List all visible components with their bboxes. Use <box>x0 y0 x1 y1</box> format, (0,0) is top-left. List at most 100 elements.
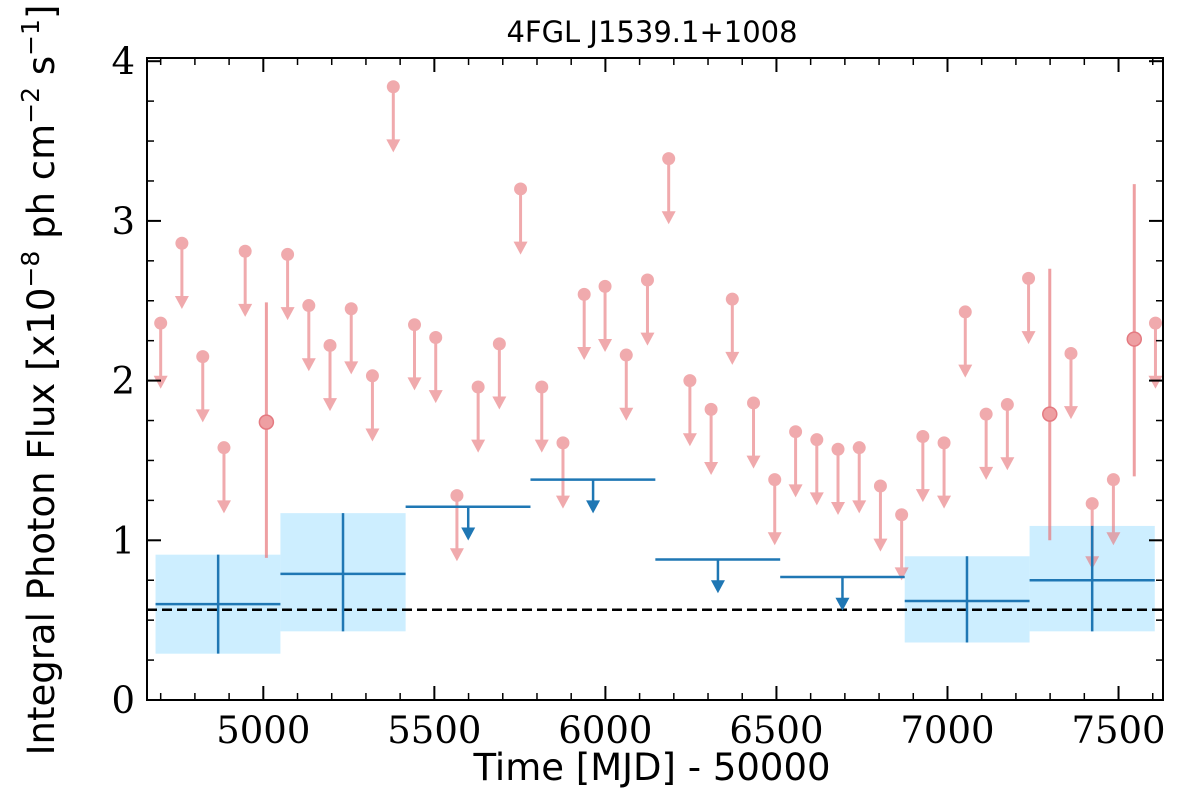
upper-limit-arrow <box>323 398 338 412</box>
upper-limit-point <box>683 374 697 388</box>
long-bin-detection <box>1029 525 1155 632</box>
upper-limit-point <box>1148 316 1162 330</box>
short-bin-upper-limit <box>767 473 782 546</box>
short-bin-upper-limit <box>1021 271 1036 345</box>
short-bin-upper-limit <box>492 337 507 410</box>
upper-limit-point <box>344 302 358 316</box>
long-bin-detection <box>904 556 1030 643</box>
upper-limit-arrow <box>534 439 549 453</box>
upper-limit-arrow <box>301 358 316 372</box>
upper-limit-point <box>492 337 506 351</box>
upper-limit-arrow <box>958 364 973 378</box>
upper-limit-point <box>217 441 231 455</box>
short-bin-upper-limit <box>577 287 592 361</box>
y-tick-label: 4 <box>111 40 135 83</box>
upper-limit-arrow <box>894 567 909 581</box>
upper-limit-point <box>598 279 612 293</box>
upper-limit-point <box>429 330 443 344</box>
upper-limit-arrow <box>344 361 359 375</box>
upper-limit-point <box>175 236 189 250</box>
short-bin-upper-limit <box>937 436 952 509</box>
short-bin-upper-limit <box>809 433 824 506</box>
short-bin-upper-limit <box>301 299 316 372</box>
upper-limit-arrow <box>153 375 168 389</box>
y-tick-label: 0 <box>111 679 135 722</box>
upper-limit-arrow <box>640 332 655 346</box>
upper-limit-arrow <box>577 347 592 361</box>
long-bin-upper-limit <box>405 505 531 541</box>
x-tick-label: 6000 <box>558 709 652 752</box>
upper-limit-point <box>704 402 718 416</box>
upper-limit-point <box>958 305 972 319</box>
upper-limit-point <box>365 369 379 383</box>
upper-limit-arrow <box>682 433 697 447</box>
upper-limit-point <box>1064 346 1078 360</box>
upper-limit-arrow <box>492 396 507 410</box>
upper-limit-arrow <box>979 466 994 480</box>
upper-limit-arrow <box>555 495 570 509</box>
upper-limit-point <box>747 396 761 410</box>
short-bin-upper-limit <box>555 436 570 509</box>
upper-limit-point <box>916 429 930 443</box>
upper-limit-arrow <box>873 538 888 552</box>
y-tick-label: 2 <box>111 360 135 403</box>
plot-marks <box>147 80 1163 654</box>
y-axis-label-units2: s <box>20 56 63 87</box>
upper-limit-arrow <box>704 462 719 476</box>
x-tick-label: 7500 <box>1071 709 1165 752</box>
x-tick-label: 5500 <box>387 709 481 752</box>
x-tick-label: 6500 <box>729 709 823 752</box>
short-bin-upper-limit <box>428 330 443 404</box>
short-bin-detection <box>258 302 275 558</box>
long-bin-detection <box>155 554 281 654</box>
upper-limit-point <box>556 436 570 450</box>
upper-limit-arrow <box>449 548 464 562</box>
upper-limit-arrow <box>471 439 486 453</box>
upper-limit-point <box>471 380 485 394</box>
short-bin-upper-limit <box>534 380 549 453</box>
upper-limit-arrow <box>809 492 824 506</box>
short-bin-upper-limit <box>979 407 994 480</box>
short-bin-upper-limit <box>619 348 634 421</box>
short-bin-upper-limit <box>407 318 422 391</box>
chart-title: 4FGL J1539.1+1008 <box>506 15 797 49</box>
axis-ticks: 5000 5500 6000 6500 7000 7500 0 1 2 3 4 <box>111 40 1165 752</box>
upper-limit-arrow <box>598 339 613 353</box>
y-axis-label-exponent: −8 <box>16 251 45 288</box>
upper-limit-arrow <box>1106 532 1121 546</box>
detection-point <box>1042 406 1058 422</box>
upper-limit-point <box>768 473 782 487</box>
x-tick-label: 7000 <box>900 709 994 752</box>
upper-limit-arrow <box>619 407 634 421</box>
upper-limit-point <box>937 436 951 450</box>
short-bin-upper-limit <box>449 489 464 562</box>
upper-limit-point <box>281 247 295 261</box>
upper-limit-arrow <box>661 211 676 225</box>
upper-limit-arrow <box>365 428 380 442</box>
upper-limit-point <box>873 479 887 493</box>
long-bin-upper-limit <box>530 478 656 514</box>
short-bin-upper-limit <box>513 182 528 255</box>
short-bin-upper-limit <box>1000 398 1015 471</box>
upper-limit-point <box>408 318 422 332</box>
detection-point <box>1126 331 1143 347</box>
short-bin-upper-limit <box>852 441 867 514</box>
upper-limit-point <box>450 489 464 503</box>
short-bin-detection <box>1042 268 1058 541</box>
upper-limit-point <box>1085 497 1099 511</box>
short-bin-upper-limit <box>238 244 253 317</box>
upper-limit-arrow <box>513 241 528 255</box>
upper-limit-arrow <box>1000 457 1015 471</box>
upper-limit-point <box>535 380 549 394</box>
upper-limit-arrow <box>831 501 846 515</box>
short-bin-upper-limit <box>915 429 930 503</box>
y-axis-label-units: ph cm <box>20 124 63 251</box>
upper-limit-point <box>1106 473 1120 487</box>
y-axis-label-main: Integral Photon Flux [x10 <box>20 288 63 756</box>
short-bin-upper-limit <box>958 305 973 378</box>
short-bin-upper-limit <box>704 402 719 476</box>
short-bin-upper-limit <box>471 380 486 453</box>
x-axis-label: Time [MJD] - 50000 <box>472 746 830 789</box>
y-axis-label-exponent2: −2 <box>16 87 45 124</box>
